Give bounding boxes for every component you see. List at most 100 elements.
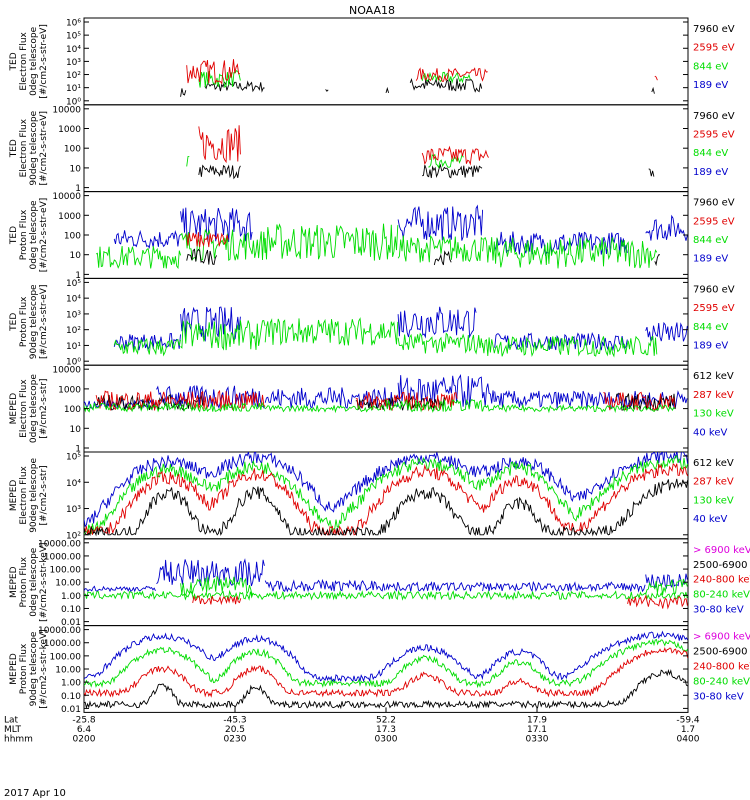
x-tick-label: 1.7 bbox=[681, 725, 695, 735]
y-tick-label: 10¹ bbox=[66, 84, 81, 94]
y-tick-label: 100.00 bbox=[50, 566, 82, 576]
y-tick-label: 1.00 bbox=[61, 592, 81, 602]
legend-entry: 2500-6900 keV bbox=[693, 647, 750, 658]
y-tick-label: 10² bbox=[66, 326, 81, 336]
legend-entry: 240-800 keV bbox=[693, 575, 750, 586]
y-axis-label-line: [#/cm2-s-str] bbox=[39, 465, 49, 525]
legend-entry: 189 eV bbox=[693, 341, 728, 352]
y-tick-label: 1000 bbox=[58, 385, 81, 395]
panel-frame bbox=[83, 625, 689, 713]
legend-entry: > 6900 keV bbox=[693, 632, 750, 643]
legend-entry: 612 keV bbox=[693, 458, 734, 469]
y-tick-label: 10.00 bbox=[55, 579, 81, 589]
y-tick-label: 0.01 bbox=[61, 705, 81, 715]
x-row-label: Lat bbox=[4, 715, 19, 725]
series-line-green bbox=[95, 223, 658, 270]
y-axis-label-line: 90deg telescope bbox=[29, 284, 39, 359]
y-axis-label-line: Electron Flux bbox=[19, 118, 29, 177]
y-axis-label-line: Proton Flux bbox=[19, 643, 29, 694]
legend-entry: 130 keV bbox=[693, 495, 734, 506]
y-axis-label-line: TED bbox=[9, 226, 19, 245]
y-tick-label: 10³ bbox=[66, 310, 81, 320]
legend-entry: 287 keV bbox=[693, 390, 734, 401]
y-axis-label-line: 90deg telescope bbox=[29, 458, 39, 533]
series-line-green bbox=[84, 454, 688, 535]
y-axis-label-line: Proton Flux bbox=[19, 556, 29, 607]
x-tick-label: 52.2 bbox=[376, 715, 396, 725]
y-axis-label-line: [#/cm2-s-str-eV] bbox=[39, 198, 49, 273]
series-line-green bbox=[113, 317, 658, 358]
y-tick-label: 10.00 bbox=[55, 666, 81, 676]
legend-entry: 844 eV bbox=[693, 322, 728, 333]
x-tick-label: 17.9 bbox=[527, 715, 547, 725]
y-axis-label-line: 0deg telescope bbox=[29, 547, 39, 617]
legend-entry: 2595 eV bbox=[693, 216, 735, 227]
y-tick-label: 10 bbox=[70, 425, 82, 435]
legend-entry: 844 eV bbox=[693, 61, 728, 72]
series-line-blue bbox=[113, 204, 688, 257]
y-axis-label: TEDProton Flux0deg telescope[#/cm2-s-str… bbox=[9, 198, 49, 273]
y-tick-label: 10⁵ bbox=[66, 279, 81, 289]
x-tick-label: 0400 bbox=[677, 734, 700, 744]
x-tick-label: 20.5 bbox=[225, 725, 245, 735]
x-tick-label: -59.4 bbox=[676, 715, 700, 725]
y-axis-label-line: Electron Flux bbox=[19, 465, 29, 524]
series-line-blue bbox=[84, 452, 688, 528]
y-tick-label: 10² bbox=[66, 71, 81, 81]
y-axis-label-line: [#/cm2-s-str-eV] bbox=[39, 111, 49, 186]
x-tick-label: 6.4 bbox=[77, 725, 92, 735]
panel-data bbox=[84, 630, 688, 710]
y-tick-label: 1 bbox=[75, 271, 81, 281]
legend-entry: 2595 eV bbox=[693, 43, 735, 54]
y-tick-label: 10² bbox=[66, 531, 81, 541]
y-tick-label: 10⁴ bbox=[66, 45, 81, 55]
panel-7: 0.010.101.0010.00100.001000.0010000.00ME… bbox=[9, 538, 750, 628]
x-tick-label: 0330 bbox=[526, 734, 549, 744]
series-line-blue bbox=[84, 558, 688, 593]
y-tick-label: 10³ bbox=[66, 58, 81, 68]
legend-entry: 189 eV bbox=[693, 167, 728, 178]
legend-entry: 612 keV bbox=[693, 371, 734, 382]
y-tick-label: 10⁵ bbox=[66, 453, 81, 463]
x-tick-label: -25.8 bbox=[72, 715, 96, 725]
series-line-black bbox=[180, 77, 655, 97]
x-tick-label: 0200 bbox=[73, 734, 96, 744]
y-tick-label: 1 bbox=[75, 184, 81, 194]
legend-entry: 2595 eV bbox=[693, 130, 735, 141]
series-line-black bbox=[186, 248, 661, 267]
y-tick-label: 1000 bbox=[58, 125, 81, 135]
series-line-red bbox=[198, 125, 489, 166]
series-line-green bbox=[84, 575, 688, 602]
legend-entry: > 6900 keV bbox=[693, 545, 750, 556]
panel-frame bbox=[83, 277, 689, 366]
y-axis-label-line: Proton Flux bbox=[19, 296, 29, 347]
series-line-green bbox=[84, 398, 676, 414]
legend-entry: 844 eV bbox=[693, 235, 728, 246]
y-axis-label-line: 0deg telescope bbox=[29, 26, 39, 96]
y-tick-label: 100.00 bbox=[50, 652, 82, 662]
series-line-blue bbox=[84, 630, 688, 683]
x-row-label: MLT bbox=[4, 725, 22, 735]
y-axis-label-line: [#/cm2-s-str] bbox=[39, 379, 49, 439]
x-tick-label: 17.1 bbox=[527, 725, 547, 735]
series-line-red bbox=[84, 463, 688, 537]
x-row-label: hhmm bbox=[4, 734, 33, 744]
legend-entry: 2500-6900 keV bbox=[693, 560, 750, 571]
panel-1: 10⁰ 10¹ 10² 10³ 10⁴ 10⁵ 10⁶ TEDElectron Flux0de… bbox=[9, 17, 735, 107]
plot-title: NOAA18 bbox=[349, 4, 395, 17]
y-axis-label-line: TED bbox=[9, 313, 19, 332]
y-axis-label: TEDElectron Flux90deg telescope[#/cm2-s-… bbox=[9, 110, 49, 185]
y-tick-label: 10000.00 bbox=[38, 539, 81, 549]
legend-entry: 7960 eV bbox=[693, 198, 735, 209]
legend-entry: 240-800 keV bbox=[693, 662, 750, 673]
legend-entry: 130 keV bbox=[693, 409, 734, 420]
panel-data bbox=[113, 306, 688, 358]
legend-entry: 189 eV bbox=[693, 80, 728, 91]
series-line-red bbox=[192, 594, 688, 610]
panel-data bbox=[95, 204, 688, 270]
legend-entry: 30-80 keV bbox=[693, 605, 744, 616]
y-tick-label: 10000.00 bbox=[38, 626, 81, 636]
